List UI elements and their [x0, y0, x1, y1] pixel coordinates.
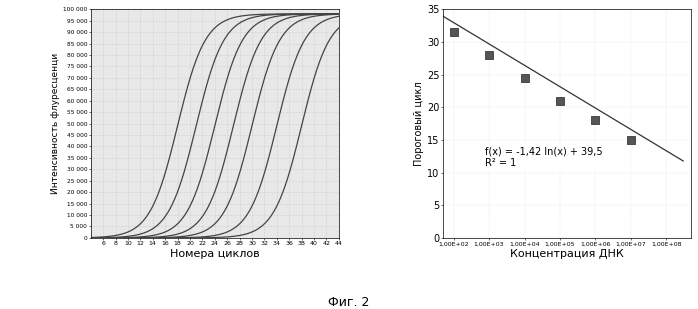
- X-axis label: Концентрация ДНК: Концентрация ДНК: [510, 249, 624, 259]
- Y-axis label: Интенсивность флуресценци: Интенсивность флуресценци: [51, 53, 60, 194]
- Text: Фиг. 2: Фиг. 2: [328, 296, 370, 309]
- Y-axis label: Пороговый цикл: Пороговый цикл: [414, 81, 424, 166]
- Text: f(x) = -1,42 ln(x) + 39,5
R² = 1: f(x) = -1,42 ln(x) + 39,5 R² = 1: [485, 146, 603, 168]
- X-axis label: Номера циклов: Номера циклов: [170, 249, 260, 259]
